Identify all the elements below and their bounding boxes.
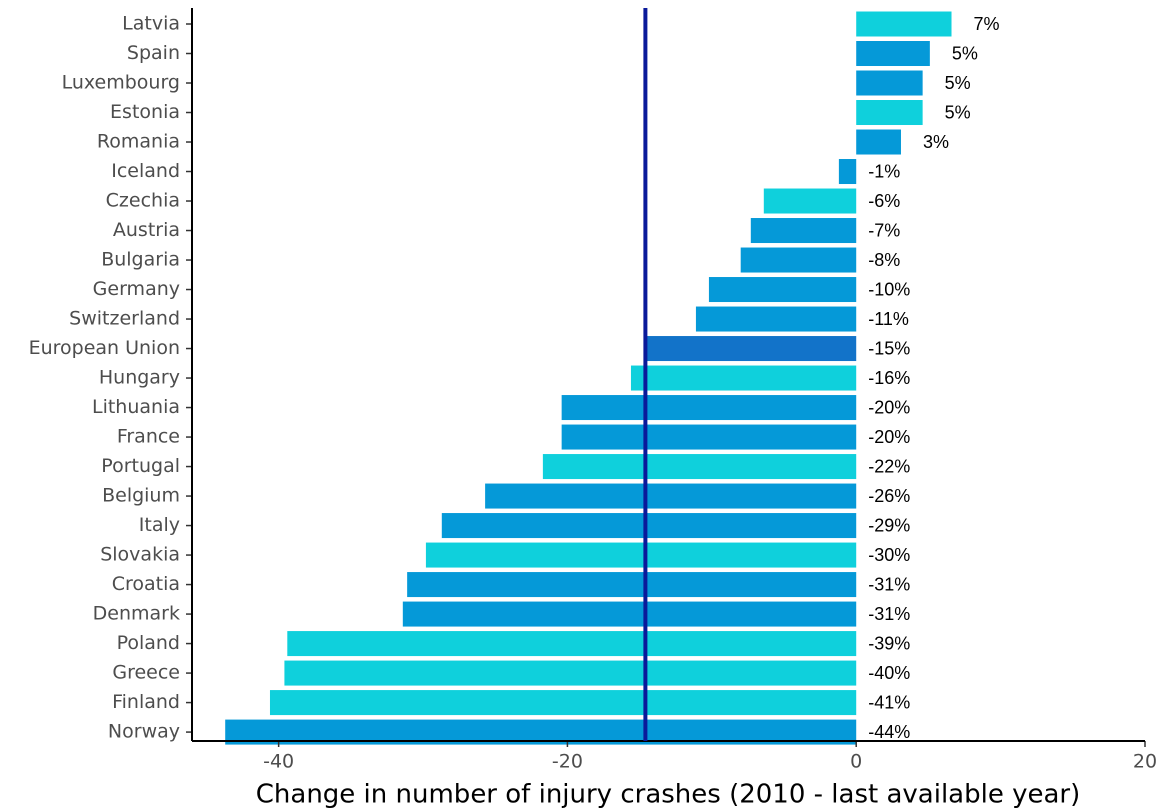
y-tick-label: European Union: [29, 337, 180, 359]
value-label: 5%: [945, 73, 971, 93]
bar: [740, 247, 857, 273]
value-label: -30%: [868, 545, 910, 565]
bar: [856, 129, 901, 155]
value-label: -16%: [868, 368, 910, 388]
x-axis-label: Change in number of injury crashes (2010…: [256, 780, 1080, 810]
y-tick-label: Luxembourg: [62, 72, 180, 94]
value-label: -40%: [868, 663, 910, 683]
y-tick-label: Austria: [113, 219, 180, 241]
bar: [287, 631, 857, 657]
bar: [856, 41, 930, 67]
y-tick-label: Belgium: [102, 485, 180, 507]
value-label: 7%: [974, 14, 1000, 34]
y-tick-label: France: [117, 426, 180, 448]
value-label: 5%: [945, 102, 971, 122]
y-tick-label: Norway: [108, 721, 180, 743]
value-label: -22%: [868, 456, 910, 476]
value-label: -10%: [868, 279, 910, 299]
y-tick-label: Poland: [117, 632, 180, 654]
y-tick-label: Hungary: [99, 367, 180, 389]
y-tick-label: Denmark: [93, 603, 180, 625]
value-label: 3%: [923, 132, 949, 152]
y-tick-label: Latvia: [122, 13, 180, 35]
bar: [750, 218, 857, 244]
y-tick-label: Switzerland: [69, 308, 180, 330]
bar: [425, 542, 857, 568]
bar: [838, 159, 857, 185]
value-label: -41%: [868, 692, 910, 712]
y-tick-label: Slovakia: [100, 544, 180, 566]
x-tick-label: 20: [1133, 751, 1157, 773]
bar: [407, 572, 857, 598]
value-label: -39%: [868, 633, 910, 653]
bar: [542, 454, 857, 480]
value-label: -29%: [868, 515, 910, 535]
y-tick-label: Lithuania: [92, 396, 180, 418]
y-tick-label: Iceland: [111, 160, 180, 182]
bar: [485, 483, 857, 509]
value-label: -20%: [868, 427, 910, 447]
bar: [441, 513, 857, 539]
value-label: -26%: [868, 486, 910, 506]
y-tick-label: Italy: [139, 514, 180, 536]
value-label: -20%: [868, 397, 910, 417]
bar: [269, 690, 857, 716]
bar: [695, 306, 857, 332]
value-label: -1%: [868, 161, 900, 181]
y-tick-label: Greece: [112, 662, 180, 684]
bar: [708, 277, 857, 303]
value-label: -11%: [868, 309, 909, 329]
value-label: -6%: [868, 191, 900, 211]
value-label: -8%: [868, 250, 900, 270]
bar: [856, 70, 923, 96]
bar: [856, 11, 952, 37]
y-tick-label: Bulgaria: [101, 249, 180, 271]
y-tick-label: Finland: [112, 691, 180, 713]
value-label: -31%: [868, 574, 910, 594]
x-tick-label: -40: [263, 751, 294, 773]
bar: [284, 660, 857, 686]
value-label: -44%: [868, 722, 910, 742]
x-tick-label: 0: [850, 751, 862, 773]
bar: [645, 336, 857, 362]
value-label: -15%: [868, 338, 910, 358]
value-label: -7%: [868, 220, 900, 240]
y-tick-label: Romania: [97, 131, 180, 153]
bar: [630, 365, 857, 391]
y-tick-label: Portugal: [101, 455, 180, 477]
x-tick-label: -20: [552, 751, 583, 773]
bar: [561, 424, 857, 450]
y-tick-label: Spain: [127, 42, 180, 64]
y-tick-label: Czechia: [106, 190, 180, 212]
value-label: 5%: [952, 43, 978, 63]
y-tick-label: Croatia: [112, 573, 180, 595]
bar: [763, 188, 857, 214]
bar: [856, 100, 923, 126]
y-tick-label: Estonia: [110, 101, 180, 123]
y-tick-label: Germany: [93, 278, 180, 300]
value-label: -31%: [868, 604, 910, 624]
bar: [561, 395, 857, 421]
bar: [402, 601, 857, 627]
